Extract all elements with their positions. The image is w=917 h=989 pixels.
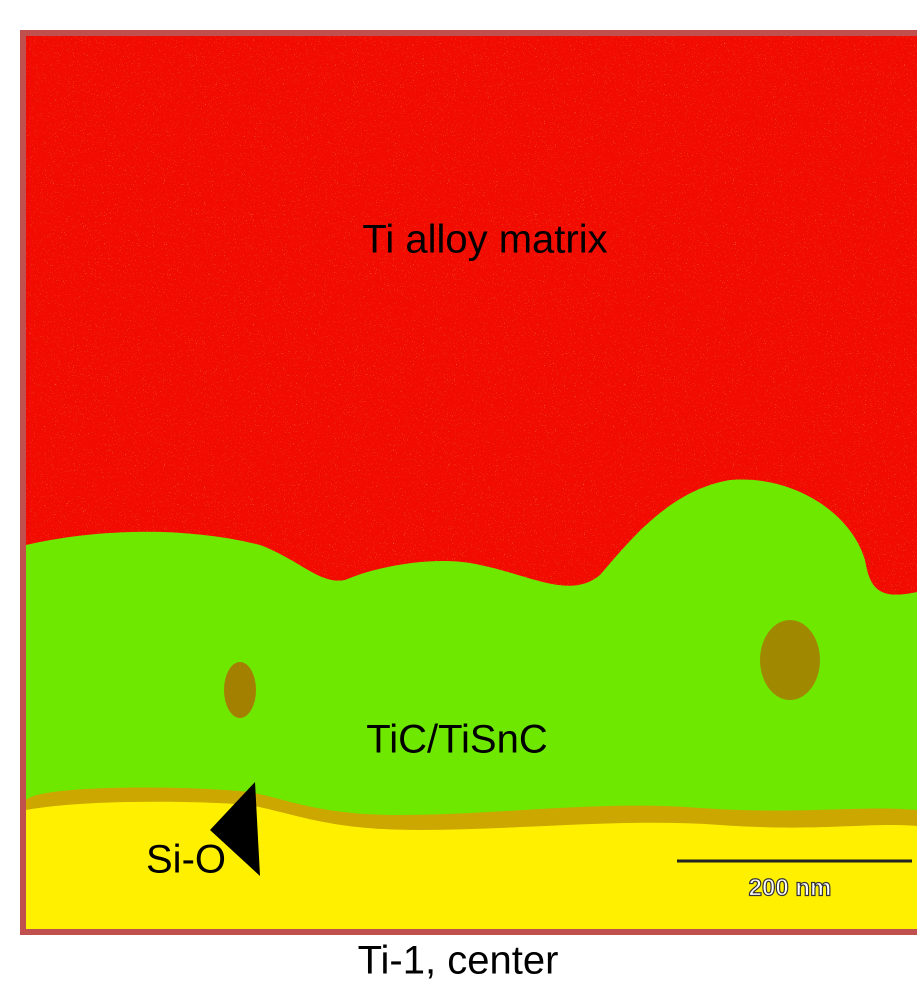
carbide-label: TiC/TiSnC [366,718,547,762]
caption: Ti-1, center [358,939,559,983]
page: 200 nm Ti alloy matrix TiC/TiSnC Si-O Ti… [0,0,917,989]
matrix-label: Ti alloy matrix [362,218,607,262]
figure: 200 nm Ti alloy matrix TiC/TiSnC Si-O Ti… [0,0,917,989]
red-inclusion [760,620,820,700]
oxide-label: Si-O [146,838,226,882]
scale-label: 200 nm [749,874,832,901]
element-map: 200 nm [26,36,917,929]
red-inclusion [224,662,256,718]
